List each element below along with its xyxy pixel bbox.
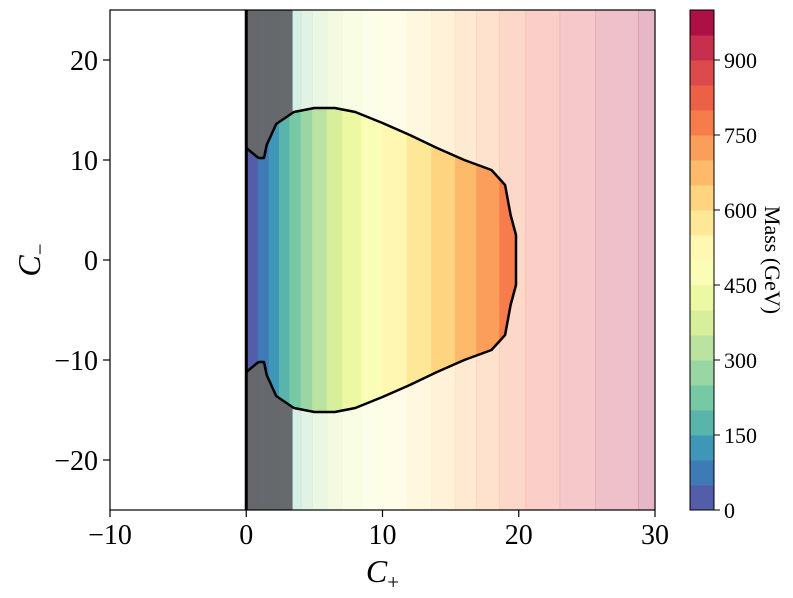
y-tick-label: −10	[54, 346, 98, 377]
y-tick-label: 20	[70, 46, 98, 77]
plot-area	[110, 10, 655, 510]
y-axis-title: C−	[11, 243, 52, 276]
y-axis: −20 −10 0 10 20	[54, 46, 110, 477]
x-axis: −10 0 10 20 30	[88, 510, 669, 551]
colorbar-level	[690, 210, 714, 236]
colorbar-level	[690, 110, 714, 136]
x-axis-title: C+	[366, 553, 399, 594]
colorbar-label: Mass (GeV)	[760, 206, 785, 314]
allowed-band	[312, 108, 328, 412]
faded-band	[525, 10, 561, 510]
colorbar-tick-label: 150	[724, 423, 757, 448]
colorbar-tick-label: 750	[724, 123, 757, 148]
colorbar: 0 150 300 450 600 750 900 Mass (GeV)	[689, 9, 785, 523]
colorbar-level	[690, 285, 714, 311]
allowed-band	[454, 108, 477, 412]
allowed-band	[246, 108, 259, 412]
allowed-band	[476, 108, 500, 412]
colorbar-level	[690, 135, 714, 161]
colorbar-level	[690, 185, 714, 211]
colorbar-level	[690, 310, 714, 336]
colorbar-ticks: 0 150 300 450 600 750 900	[714, 48, 757, 523]
y-tick-label: 0	[84, 246, 98, 277]
allowed-band	[431, 108, 456, 412]
faded-band	[559, 10, 596, 510]
x-tick-label: 0	[239, 520, 253, 551]
y-tick-label: 10	[70, 146, 98, 177]
allowed-band	[361, 108, 384, 412]
colorbar-level	[690, 235, 714, 261]
allowed-band	[278, 108, 290, 412]
x-tick-label: 20	[505, 520, 533, 551]
colorbar-level	[690, 35, 714, 61]
colorbar-tick-label: 600	[724, 198, 757, 223]
colorbar-level	[690, 435, 714, 461]
y-axis-title-subscript: −	[28, 243, 52, 255]
allowed-band	[300, 108, 313, 412]
allowed-band	[289, 108, 302, 412]
x-tick-label: 10	[369, 520, 397, 551]
x-tick-label: −10	[88, 520, 132, 551]
colorbar-level	[690, 260, 714, 286]
x-axis-title-main: C	[366, 553, 388, 589]
allowed-band	[326, 108, 343, 412]
allowed-region-boundary	[245, 106, 518, 414]
colorbar-tick-label: 450	[724, 273, 757, 298]
colorbar-level	[690, 360, 714, 386]
colorbar-tick-label: 900	[724, 48, 757, 73]
x-tick-label: 30	[641, 520, 669, 551]
colorbar-level	[690, 485, 714, 511]
colorbar-level	[690, 85, 714, 111]
x-axis-title-subscript: +	[387, 570, 399, 594]
colorbar-level	[690, 335, 714, 361]
colorbar-level	[690, 160, 714, 186]
colorbar-tick-label: 0	[724, 498, 735, 523]
colorbar-frame	[689, 9, 715, 511]
faded-band	[595, 10, 639, 510]
allowed-band	[268, 108, 280, 412]
colorbar-level	[690, 410, 714, 436]
faded-band	[637, 10, 655, 510]
allowed-band	[406, 108, 432, 412]
masked-region	[110, 10, 247, 510]
colorbar-tick-label: 300	[724, 348, 757, 373]
colorbar-level	[690, 460, 714, 486]
colorbar-level	[690, 60, 714, 86]
colorbar-level	[690, 385, 714, 411]
allowed-band	[342, 108, 362, 412]
colorbar-levels	[690, 10, 714, 511]
allowed-band	[382, 108, 408, 412]
y-tick-label: −20	[54, 446, 98, 477]
y-axis-title-main: C	[11, 255, 47, 277]
colorbar-level	[690, 10, 714, 36]
allowed-band	[257, 108, 270, 412]
